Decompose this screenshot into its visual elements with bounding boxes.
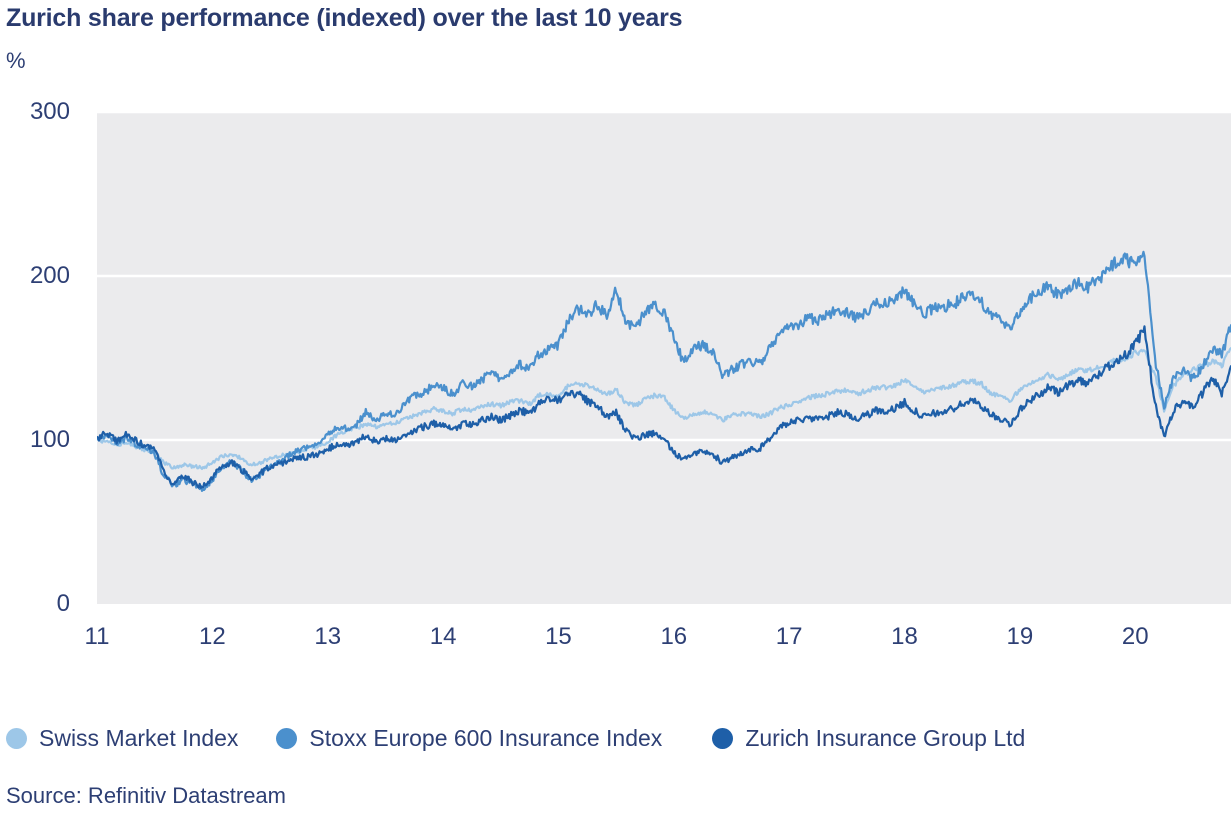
source-note: Source: Refinitiv Datastream xyxy=(6,783,286,808)
chart-legend: Swiss Market Index Stoxx Europe 600 Insur… xyxy=(6,718,1025,758)
x-axis-tick: 16 xyxy=(660,623,688,650)
series-line xyxy=(97,250,1231,492)
x-axis-tick: 13 xyxy=(314,623,342,650)
legend-color-swatch-icon xyxy=(276,727,298,749)
y-axis-unit-label: % xyxy=(6,48,26,73)
legend-item[interactable]: Zurich Insurance Group Ltd xyxy=(712,724,1026,751)
x-axis-tick: 14 xyxy=(429,623,457,650)
x-axis: 11 12 13 14 15 16 17 18 19 20 xyxy=(85,623,1231,665)
series-line xyxy=(97,347,1231,471)
legend-item-label: Stoxx Europe 600 Insurance Index xyxy=(309,724,663,751)
y-axis-tick: 200 xyxy=(29,262,70,289)
legend-color-swatch-icon xyxy=(712,727,734,749)
legend-item[interactable]: Swiss Market Index xyxy=(6,724,239,751)
x-axis-tick: 19 xyxy=(1006,623,1034,650)
series-line xyxy=(97,325,1231,489)
page-title: Zurich share performance (indexed) over … xyxy=(6,4,683,32)
plot-background xyxy=(97,112,1231,604)
legend-item-label: Zurich Insurance Group Ltd xyxy=(745,724,1026,751)
y-axis-tick: 300 xyxy=(29,98,70,125)
series-canvas xyxy=(97,112,1231,492)
y-axis-tick: 0 xyxy=(56,590,70,617)
x-axis-tick: 20 xyxy=(1121,623,1149,650)
x-axis-tick: 17 xyxy=(775,623,803,650)
x-axis-tick: 18 xyxy=(891,623,918,650)
legend-color-swatch-icon xyxy=(6,727,27,749)
y-axis-tick: 100 xyxy=(29,426,70,453)
y-axis: 300 200 100 0 xyxy=(0,100,90,616)
x-axis-tick: 15 xyxy=(545,623,572,650)
plot-area xyxy=(97,112,1231,604)
legend-item-label: Swiss Market Index xyxy=(39,724,239,751)
x-axis-tick: 12 xyxy=(199,623,226,650)
legend-item[interactable]: Stoxx Europe 600 Insurance Index xyxy=(276,724,663,751)
x-axis-tick: 11 xyxy=(84,623,110,650)
